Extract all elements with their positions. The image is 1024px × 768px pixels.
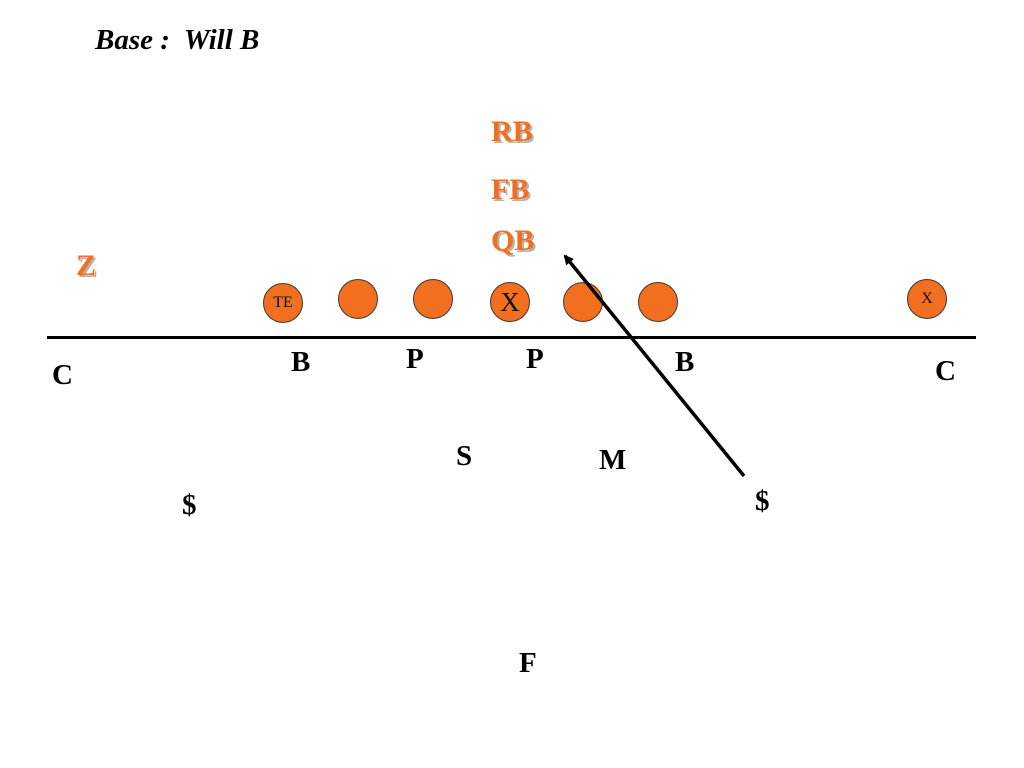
running-back-label: RB bbox=[491, 115, 533, 148]
lineman-left-guard bbox=[413, 279, 453, 319]
backer-left: B bbox=[291, 346, 311, 378]
free-safety: F bbox=[519, 647, 537, 679]
corner-left: C bbox=[52, 359, 73, 391]
dollar-left: $ bbox=[182, 489, 197, 521]
center: X bbox=[490, 282, 530, 322]
lineman-right-tackle bbox=[638, 282, 678, 322]
tight-end-label: TE bbox=[273, 294, 293, 311]
lineman-left-tackle bbox=[338, 279, 378, 319]
mike-linebacker: M bbox=[599, 444, 627, 476]
play-title: Base : Will B bbox=[95, 24, 260, 56]
sam-linebacker: S bbox=[456, 440, 473, 472]
corner-right: C bbox=[935, 355, 956, 387]
line-of-scrimmage bbox=[47, 336, 976, 339]
x-receiver-label: X bbox=[921, 290, 933, 307]
blitz-arrow-line bbox=[563, 254, 746, 478]
x-receiver: X bbox=[907, 279, 947, 319]
z-receiver-label: Z bbox=[76, 249, 97, 282]
center-label: X bbox=[500, 286, 520, 317]
backer-right: B bbox=[675, 346, 695, 378]
p-right: P bbox=[526, 343, 544, 375]
tight-end: TE bbox=[263, 283, 303, 323]
quarterback-label: QB bbox=[491, 224, 535, 257]
dollar-right: $ bbox=[755, 485, 770, 517]
p-left: P bbox=[406, 343, 424, 375]
fullback-label: FB bbox=[491, 173, 530, 206]
